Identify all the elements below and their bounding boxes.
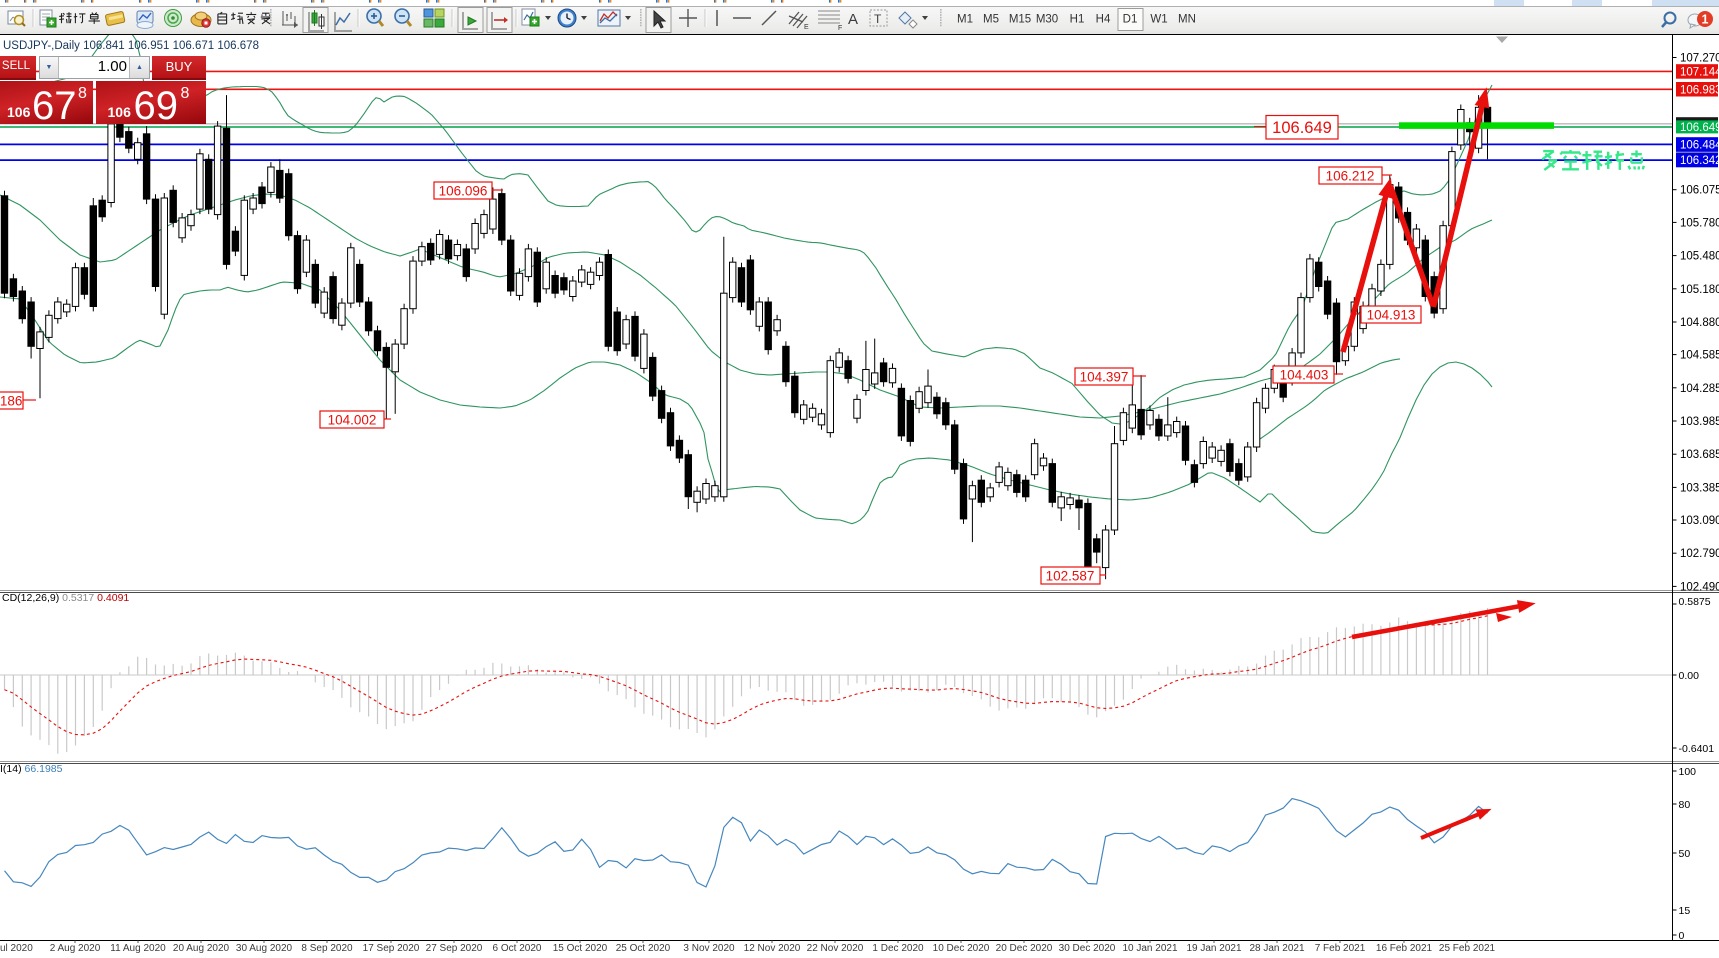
- svg-text:7 Feb 2021: 7 Feb 2021: [1315, 943, 1366, 954]
- svg-text:ul 2020: ul 2020: [0, 943, 33, 954]
- svg-text:107.144: 107.144: [1680, 66, 1719, 78]
- svg-text:104.397: 104.397: [1080, 369, 1129, 384]
- svg-text:T: T: [874, 12, 882, 26]
- svg-text:0.5875: 0.5875: [1679, 596, 1711, 608]
- svg-text:20 Aug 2020: 20 Aug 2020: [173, 943, 230, 954]
- svg-text:50: 50: [1679, 848, 1691, 860]
- svg-text:1 Dec 2020: 1 Dec 2020: [872, 943, 924, 954]
- svg-text:10 Jan 2021: 10 Jan 2021: [1122, 943, 1177, 954]
- svg-text:MN: MN: [1178, 14, 1196, 26]
- svg-text:102.587: 102.587: [1046, 568, 1095, 583]
- svg-text:15 Oct 2020: 15 Oct 2020: [553, 943, 608, 954]
- svg-text:104.186: 104.186: [0, 393, 22, 408]
- svg-text:106.649: 106.649: [1680, 122, 1719, 134]
- svg-text:22 Nov 2020: 22 Nov 2020: [807, 943, 864, 954]
- svg-text:2 Aug 2020: 2 Aug 2020: [50, 943, 101, 954]
- svg-text:0: 0: [1679, 930, 1685, 942]
- svg-text:106.484: 106.484: [1680, 139, 1719, 151]
- svg-text:106.212: 106.212: [1326, 168, 1375, 183]
- svg-text:6 Oct 2020: 6 Oct 2020: [493, 943, 542, 954]
- svg-text:103.685: 103.685: [1680, 449, 1719, 461]
- svg-text:12 Nov 2020: 12 Nov 2020: [744, 943, 801, 954]
- svg-text:F: F: [838, 25, 842, 32]
- svg-text:M15: M15: [1009, 14, 1031, 26]
- svg-text:102.790: 102.790: [1680, 548, 1719, 560]
- svg-text:106.096: 106.096: [439, 183, 488, 198]
- svg-text:106.649: 106.649: [1272, 119, 1332, 137]
- svg-text:25 Oct 2020: 25 Oct 2020: [616, 943, 671, 954]
- svg-text:0.00: 0.00: [1679, 670, 1700, 682]
- svg-text:104.403: 104.403: [1280, 367, 1329, 382]
- svg-text:10 Dec 2020: 10 Dec 2020: [933, 943, 990, 954]
- svg-text:3 Nov 2020: 3 Nov 2020: [683, 943, 735, 954]
- svg-text:106.342: 106.342: [1680, 155, 1719, 167]
- svg-text:16 Feb 2021: 16 Feb 2021: [1376, 943, 1433, 954]
- svg-text:80: 80: [1679, 799, 1691, 811]
- svg-text:D1: D1: [1123, 14, 1138, 26]
- svg-text:E: E: [804, 24, 809, 31]
- svg-text:H1: H1: [1070, 14, 1085, 26]
- svg-text:11 Aug 2020: 11 Aug 2020: [110, 943, 166, 954]
- svg-text:20 Dec 2020: 20 Dec 2020: [996, 943, 1053, 954]
- svg-text:-0.6401: -0.6401: [1679, 743, 1715, 755]
- svg-text:105.780: 105.780: [1680, 217, 1719, 229]
- svg-text:30 Dec 2020: 30 Dec 2020: [1059, 943, 1116, 954]
- svg-text:H4: H4: [1096, 14, 1111, 26]
- svg-text:19 Jan 2021: 19 Jan 2021: [1186, 943, 1241, 954]
- svg-text:17 Sep 2020: 17 Sep 2020: [363, 943, 420, 954]
- svg-text:8 Sep 2020: 8 Sep 2020: [301, 943, 353, 954]
- svg-text:1: 1: [1702, 13, 1709, 27]
- svg-text:W1: W1: [1150, 14, 1167, 26]
- svg-text:M1: M1: [957, 14, 973, 26]
- svg-text:30 Aug 2020: 30 Aug 2020: [236, 943, 293, 954]
- svg-text:104.880: 104.880: [1680, 317, 1719, 329]
- svg-text:107.270: 107.270: [1680, 53, 1719, 65]
- svg-text:104.585: 104.585: [1680, 350, 1719, 362]
- svg-text:104.285: 104.285: [1680, 383, 1719, 395]
- svg-text:A: A: [848, 11, 858, 28]
- svg-text:USDJPY-,Daily 106.841 106.951: USDJPY-,Daily 106.841 106.951 106.671 10…: [3, 40, 259, 52]
- svg-text:M30: M30: [1036, 14, 1058, 26]
- svg-text:I(14) 66.1985: I(14) 66.1985: [0, 763, 63, 775]
- svg-text:M5: M5: [983, 14, 999, 26]
- svg-text:100: 100: [1679, 766, 1697, 778]
- svg-text:15: 15: [1679, 905, 1691, 917]
- svg-text:106.075: 106.075: [1680, 185, 1719, 197]
- svg-text:103.985: 103.985: [1680, 416, 1719, 428]
- svg-text:103.090: 103.090: [1680, 515, 1719, 527]
- svg-text:104.002: 104.002: [328, 412, 377, 427]
- svg-text:103.385: 103.385: [1680, 482, 1719, 494]
- svg-text:105.180: 105.180: [1680, 284, 1719, 296]
- svg-text:CD(12,26,9) 0.5317 0.4091: CD(12,26,9) 0.5317 0.4091: [2, 592, 129, 604]
- svg-text:106.983: 106.983: [1680, 84, 1719, 96]
- svg-text:25 Feb 2021: 25 Feb 2021: [1439, 943, 1496, 954]
- svg-text:105.480: 105.480: [1680, 251, 1719, 263]
- svg-text:27 Sep 2020: 27 Sep 2020: [426, 943, 483, 954]
- svg-text:28 Jan 2021: 28 Jan 2021: [1249, 943, 1304, 954]
- svg-text:102.490: 102.490: [1680, 581, 1719, 593]
- svg-text:104.913: 104.913: [1367, 307, 1416, 322]
